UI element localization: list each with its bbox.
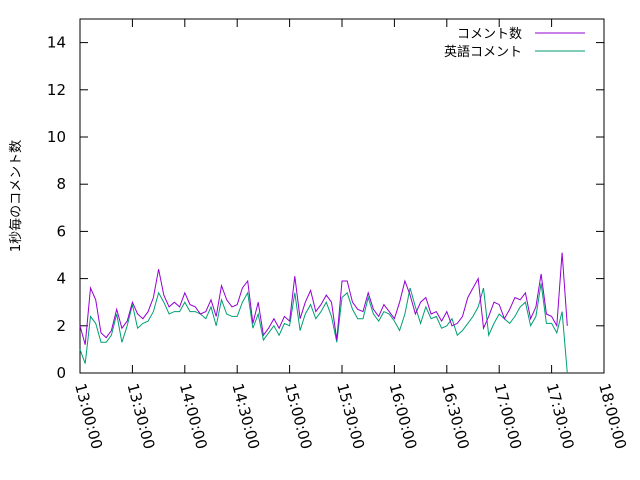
y-axis: 0 2 4 6 8 10 12 14 [47,34,604,382]
series-line-1 [79,283,568,374]
x-tick-label: 17:00:00 [490,381,525,451]
plot-border [79,18,605,374]
y-tick-label: 14 [47,34,66,52]
x-tick-label: 16:00:00 [386,381,421,451]
x-tick-label: 13:30:00 [124,381,159,451]
x-tick-label: 18:00:00 [595,381,630,451]
x-axis: 13:00:00 13:30:00 14:00:00 14:30:00 15:00:00… [71,19,630,451]
y-tick-label: 12 [47,81,66,99]
y-tick-label: 2 [56,317,66,335]
x-tick-label: 13:00:00 [71,381,106,451]
x-tick-label: 17:30:00 [543,381,578,451]
series-line-0 [79,252,568,345]
x-tick-label: 15:30:00 [333,381,368,451]
y-tick-label: 4 [56,270,66,288]
x-tick-label: 14:30:00 [228,381,263,451]
legend-label: コメント数 [457,27,522,42]
legend-label: 英語コメント [444,44,522,60]
y-tick-label: 10 [47,128,66,146]
y-tick-label: 0 [56,364,66,382]
y-tick-label: 8 [56,175,66,193]
x-tick-label: 15:00:00 [281,381,316,451]
plot-area [79,18,605,374]
y-tick-label: 6 [56,222,66,240]
y-axis-title: 1秒毎のコメント数 [8,140,24,252]
x-tick-label: 16:30:00 [438,381,473,451]
x-tick-label: 14:00:00 [176,381,211,451]
series-lines [79,252,568,374]
